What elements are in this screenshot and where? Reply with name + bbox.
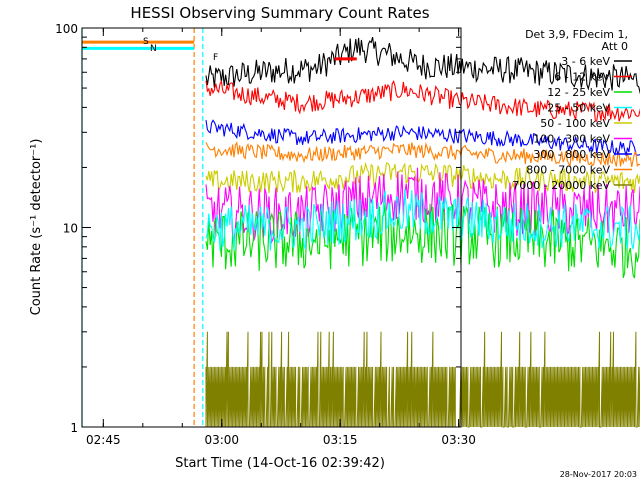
series-7 bbox=[205, 188, 640, 251]
y-axis-label: Count Rate (s⁻¹ detector⁻¹) bbox=[29, 139, 44, 316]
series-4 bbox=[205, 161, 640, 194]
axes-group: 02:45 03:00 03:15 03:30 1 10 100 bbox=[55, 22, 476, 447]
chart-title: HESSI Observing Summary Count Rates bbox=[130, 4, 429, 22]
series-group bbox=[205, 36, 640, 428]
series-8 bbox=[205, 331, 640, 428]
legend-entry-label-8: 7000 - 20000 keV bbox=[512, 179, 610, 192]
legend-entry-label-2: 12 - 25 keV bbox=[547, 86, 610, 99]
series-5 bbox=[205, 167, 640, 244]
legend-entry-label-6: 300 - 800 keV bbox=[533, 148, 610, 161]
series-3 bbox=[205, 141, 640, 168]
annotation-1: N bbox=[150, 44, 157, 54]
y-tick-label-1: 10 bbox=[63, 222, 78, 236]
legend: Det 3,9, FDecim 1,Att 0 3 - 6 keV 6 - 12 k… bbox=[512, 28, 632, 192]
series-1 bbox=[205, 79, 640, 122]
footer-date: 28-Nov-2017 20:03 bbox=[560, 470, 637, 479]
y-tick-label-0: 1 bbox=[70, 421, 78, 435]
legend-entry-label-7: 800 - 7000 keV bbox=[526, 164, 610, 177]
legend-entry-label-3: 25 - 50 keV bbox=[547, 102, 610, 115]
x-tick-label-2: 03:15 bbox=[323, 433, 358, 447]
legend-entry-label-5: 100 - 300 keV bbox=[533, 133, 610, 146]
annotation-2: F bbox=[213, 53, 218, 63]
legend-header-1: Att 0 bbox=[602, 40, 628, 53]
legend-header-0: Det 3,9, FDecim 1, bbox=[525, 28, 628, 41]
annotation-0: S bbox=[143, 37, 149, 47]
series-6 bbox=[205, 202, 640, 279]
x-tick-label-0: 02:45 bbox=[86, 433, 121, 447]
series-2 bbox=[205, 119, 640, 157]
legend-entry-label-0: 3 - 6 keV bbox=[561, 55, 610, 68]
legend-entry-label-1: 6 - 12 keV bbox=[554, 71, 610, 84]
series-0 bbox=[205, 36, 640, 95]
x-tick-label-1: 03:00 bbox=[204, 433, 239, 447]
legend-entry-label-4: 50 - 100 keV bbox=[540, 117, 610, 130]
y-tick-label-2: 100 bbox=[55, 22, 78, 36]
x-tick-label-3: 03:30 bbox=[441, 433, 476, 447]
x-axis-label: Start Time (14-Oct-16 02:39:42) bbox=[175, 456, 385, 471]
